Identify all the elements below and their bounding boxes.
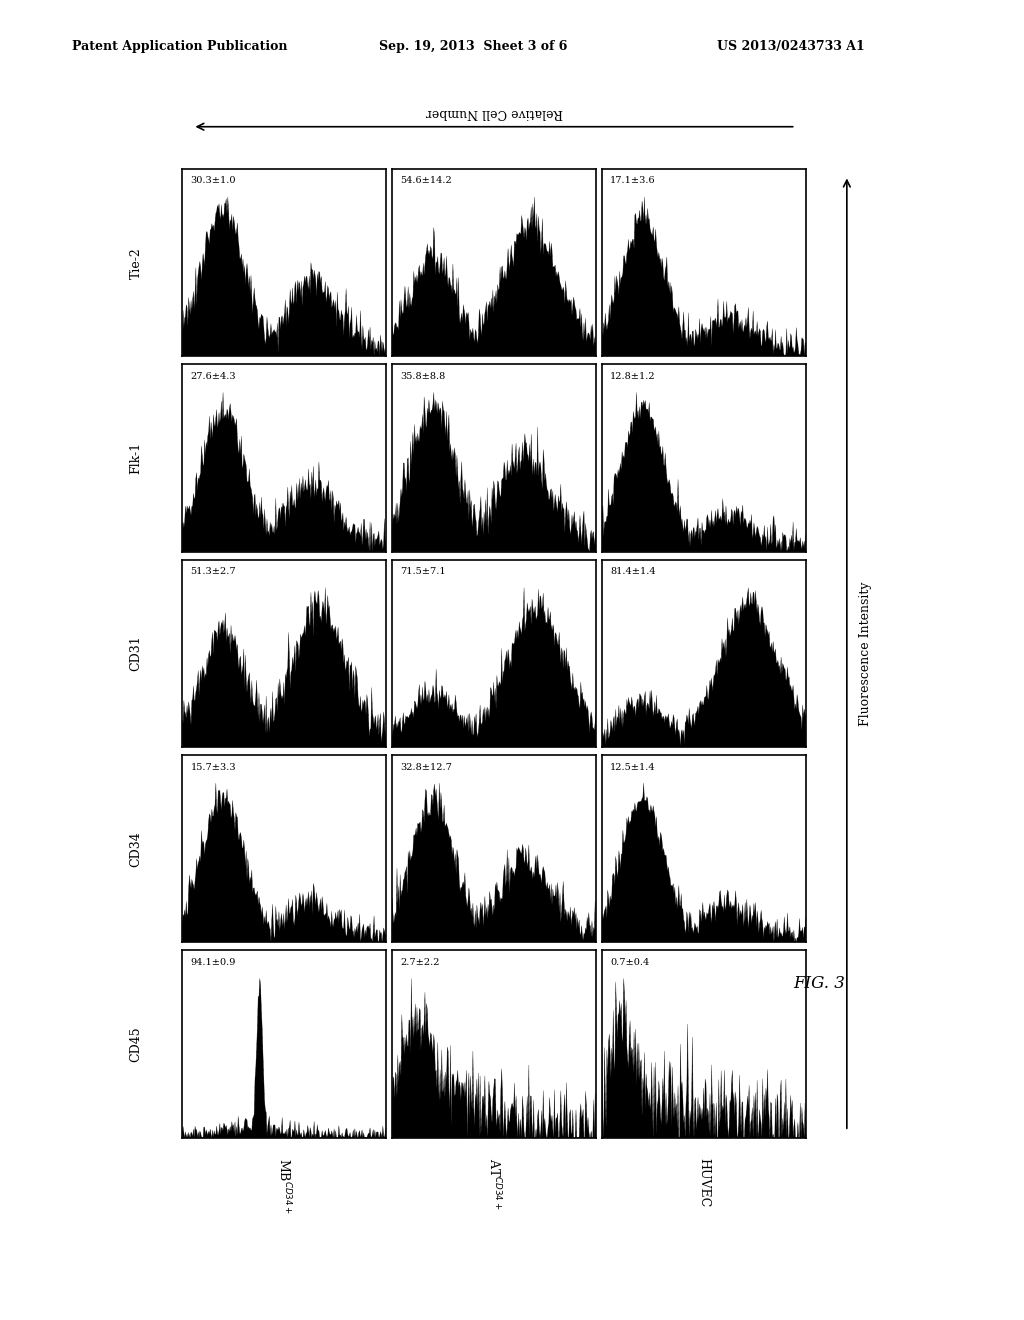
Text: Sep. 19, 2013  Sheet 3 of 6: Sep. 19, 2013 Sheet 3 of 6 xyxy=(379,40,567,53)
Text: HUVEC: HUVEC xyxy=(697,1158,711,1206)
Text: 30.3±1.0: 30.3±1.0 xyxy=(190,177,236,185)
Text: 12.5±1.4: 12.5±1.4 xyxy=(610,763,656,771)
Text: 51.3±2.7: 51.3±2.7 xyxy=(190,568,237,576)
Text: AT$^{CD34+}$: AT$^{CD34+}$ xyxy=(485,1158,503,1209)
Text: Fluorescence Intensity: Fluorescence Intensity xyxy=(859,581,871,726)
Text: 81.4±1.4: 81.4±1.4 xyxy=(610,568,656,576)
Text: Relative Cell Number: Relative Cell Number xyxy=(426,106,562,119)
Text: 15.7±3.3: 15.7±3.3 xyxy=(190,763,237,771)
Text: 71.5±7.1: 71.5±7.1 xyxy=(400,568,446,576)
Text: Tie-2: Tie-2 xyxy=(130,247,142,279)
Text: MB$^{CD34+}$: MB$^{CD34+}$ xyxy=(275,1158,293,1214)
Text: US 2013/0243733 A1: US 2013/0243733 A1 xyxy=(717,40,864,53)
Text: CD31: CD31 xyxy=(130,635,142,672)
Text: 17.1±3.6: 17.1±3.6 xyxy=(610,177,656,185)
Text: 2.7±2.2: 2.7±2.2 xyxy=(400,958,440,966)
Text: CD34: CD34 xyxy=(130,830,142,867)
Text: 94.1±0.9: 94.1±0.9 xyxy=(190,958,236,966)
Text: 0.7±0.4: 0.7±0.4 xyxy=(610,958,649,966)
Text: FIG. 3: FIG. 3 xyxy=(794,975,845,991)
Text: 32.8±12.7: 32.8±12.7 xyxy=(400,763,453,771)
Text: 54.6±14.2: 54.6±14.2 xyxy=(400,177,452,185)
Text: Patent Application Publication: Patent Application Publication xyxy=(72,40,287,53)
Text: Flk-1: Flk-1 xyxy=(130,442,142,474)
Text: CD45: CD45 xyxy=(130,1027,142,1061)
Text: 27.6±4.3: 27.6±4.3 xyxy=(190,372,237,380)
Text: 35.8±8.8: 35.8±8.8 xyxy=(400,372,445,380)
Text: 12.8±1.2: 12.8±1.2 xyxy=(610,372,656,380)
